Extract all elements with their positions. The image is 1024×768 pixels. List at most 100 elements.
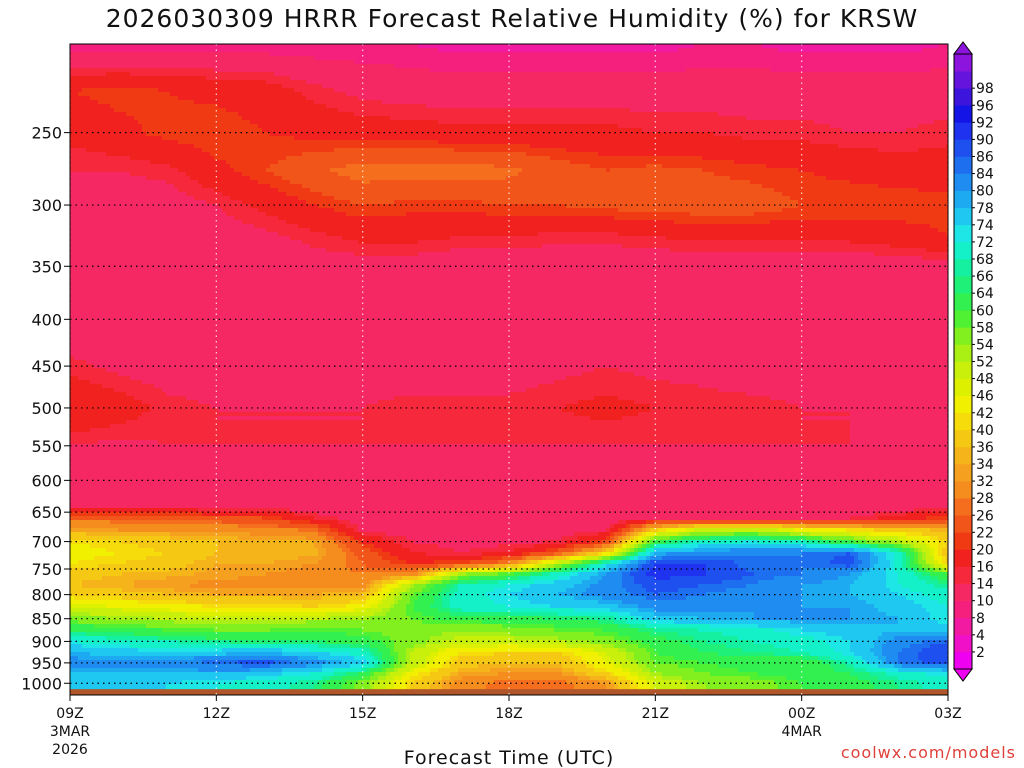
heatmap-cell xyxy=(638,44,643,49)
heatmap-cell xyxy=(834,124,839,129)
heatmap-cell xyxy=(738,76,743,81)
heatmap-cell xyxy=(730,112,735,117)
heatmap-cell xyxy=(718,100,723,105)
heatmap-cell xyxy=(842,108,847,113)
heatmap-cell xyxy=(274,116,279,121)
heatmap-cell xyxy=(414,120,419,125)
heatmap-cell xyxy=(238,44,243,49)
heatmap-cell xyxy=(846,88,851,93)
heatmap-cell xyxy=(754,60,759,65)
heatmap-cell xyxy=(734,120,739,125)
heatmap-cell xyxy=(894,56,899,61)
heatmap-cell xyxy=(150,52,155,57)
heatmap-cell xyxy=(906,84,911,89)
heatmap-cell xyxy=(198,124,203,129)
heatmap-cell xyxy=(314,100,319,105)
heatmap-cell xyxy=(174,132,179,137)
heatmap-cell xyxy=(546,44,551,49)
heatmap-cell xyxy=(582,112,587,117)
heatmap-cell xyxy=(366,124,371,129)
heatmap-cell xyxy=(522,96,527,101)
heatmap-cell xyxy=(398,112,403,117)
heatmap-cell xyxy=(638,96,643,101)
heatmap-cell xyxy=(622,112,627,117)
heatmap-cell xyxy=(478,124,483,129)
heatmap-cell xyxy=(850,128,855,133)
heatmap-cell xyxy=(418,132,423,137)
heatmap-cell xyxy=(290,104,295,109)
heatmap-cell xyxy=(118,48,123,53)
heatmap-cell xyxy=(914,124,919,129)
heatmap-cell xyxy=(862,120,867,125)
heatmap-cell xyxy=(498,120,503,125)
heatmap-cell xyxy=(86,64,91,69)
heatmap-cell xyxy=(838,116,843,121)
heatmap-cell xyxy=(450,112,455,117)
heatmap-cell xyxy=(158,128,163,133)
heatmap-cell xyxy=(642,100,647,105)
heatmap-cell xyxy=(722,68,727,73)
heatmap-cell xyxy=(670,72,675,77)
heatmap-cell xyxy=(182,104,187,109)
heatmap-cell xyxy=(838,44,843,49)
heatmap-cell xyxy=(598,92,603,97)
heatmap-cell xyxy=(614,132,619,137)
heatmap-cell xyxy=(390,104,395,109)
heatmap-cell xyxy=(350,56,355,61)
heatmap-cell xyxy=(458,124,463,129)
heatmap-cell xyxy=(894,92,899,97)
heatmap-cell xyxy=(430,116,435,121)
heatmap-cell xyxy=(370,68,375,73)
heatmap-cell xyxy=(790,64,795,69)
heatmap-cell xyxy=(178,52,183,57)
heatmap-cell xyxy=(442,128,447,133)
heatmap-cell xyxy=(330,128,335,133)
heatmap-cell xyxy=(642,84,647,89)
heatmap-cell xyxy=(426,88,431,93)
heatmap-cell xyxy=(302,124,307,129)
heatmap-cell xyxy=(274,68,279,73)
heatmap-cell xyxy=(610,72,615,77)
heatmap-cell xyxy=(490,72,495,77)
heatmap-cell xyxy=(710,48,715,53)
heatmap-cell xyxy=(158,108,163,113)
heatmap-cell xyxy=(510,132,515,137)
heatmap-cell xyxy=(270,84,275,89)
heatmap-cell xyxy=(370,128,375,133)
heatmap-cell xyxy=(658,44,663,49)
heatmap-cell xyxy=(562,132,567,137)
heatmap-cell xyxy=(130,96,135,101)
heatmap-cell xyxy=(202,132,207,137)
heatmap-cell xyxy=(346,88,351,93)
heatmap-cell xyxy=(74,76,79,81)
heatmap-cell xyxy=(450,100,455,105)
heatmap-cell xyxy=(122,56,127,61)
heatmap-cell xyxy=(746,120,751,125)
heatmap-cell xyxy=(662,76,667,81)
heatmap-cell xyxy=(102,60,107,65)
heatmap-cell xyxy=(470,56,475,61)
heatmap-cell xyxy=(146,52,151,57)
heatmap-cell xyxy=(442,72,447,77)
heatmap-cell xyxy=(594,88,599,93)
heatmap-cell xyxy=(770,84,775,89)
heatmap-cell xyxy=(830,76,835,81)
heatmap-cell xyxy=(70,108,75,113)
heatmap-cell xyxy=(526,108,531,113)
heatmap-cell xyxy=(226,120,231,125)
heatmap-cell xyxy=(282,100,287,105)
heatmap-cell xyxy=(442,100,447,105)
heatmap-cell xyxy=(354,124,359,129)
heatmap-cell xyxy=(198,120,203,125)
heatmap-cell xyxy=(334,76,339,81)
heatmap-cell xyxy=(322,88,327,93)
heatmap-cell xyxy=(734,84,739,89)
heatmap-cell xyxy=(854,88,859,93)
heatmap-cell xyxy=(754,124,759,129)
heatmap-cell xyxy=(486,48,491,53)
heatmap-cell xyxy=(674,104,679,109)
heatmap-cell xyxy=(130,100,135,105)
heatmap-cell xyxy=(102,96,107,101)
heatmap-cell xyxy=(886,76,891,81)
heatmap-cell xyxy=(790,104,795,109)
